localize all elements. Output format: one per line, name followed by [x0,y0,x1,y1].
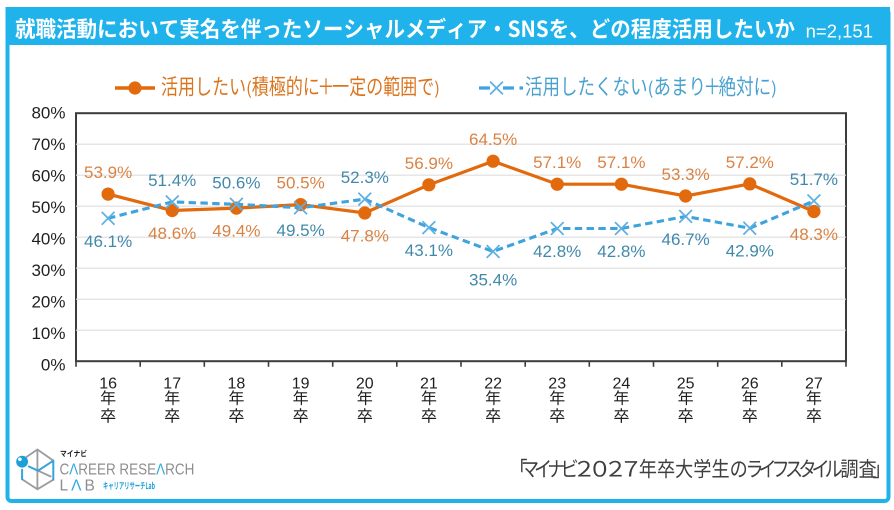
svg-text:51.7%: 51.7% [790,170,838,189]
svg-text:49.5%: 49.5% [276,221,324,240]
svg-text:42.9%: 42.9% [726,242,774,261]
svg-text:57.1%: 57.1% [533,153,581,172]
svg-text:53.9%: 53.9% [84,163,132,182]
svg-text:48.6%: 48.6% [148,224,196,243]
svg-text:42.8%: 42.8% [533,242,581,261]
svg-text:47.8%: 47.8% [341,227,389,246]
svg-text:LΛB: LΛB [60,478,98,495]
svg-text:56.9%: 56.9% [405,154,453,173]
svg-text:53.3%: 53.3% [661,165,709,184]
svg-text:57.2%: 57.2% [726,153,774,172]
svg-text:60%: 60% [31,166,65,185]
svg-text:64.5%: 64.5% [469,130,517,149]
svg-text:51.4%: 51.4% [148,171,196,190]
svg-text:48.3%: 48.3% [790,225,838,244]
svg-text:25: 25 [677,376,695,393]
svg-text:19: 19 [292,376,310,393]
svg-text:n=2,151: n=2,151 [806,20,873,41]
svg-text:42.8%: 42.8% [597,242,645,261]
svg-text:57.1%: 57.1% [597,153,645,172]
svg-text:30%: 30% [31,261,65,280]
svg-text:20: 20 [356,376,374,393]
svg-text:50.6%: 50.6% [212,173,260,192]
svg-text:20%: 20% [31,293,65,312]
svg-text:23: 23 [548,376,566,393]
svg-text:21: 21 [420,376,438,393]
svg-text:26: 26 [741,376,759,393]
svg-text:46.7%: 46.7% [661,230,709,249]
svg-text:52.3%: 52.3% [341,168,389,187]
svg-text:49.4%: 49.4% [212,222,260,241]
svg-text:22: 22 [484,376,502,393]
svg-text:43.1%: 43.1% [405,241,453,260]
svg-text:CΛREER RESEΛRCH: CΛREER RESEΛRCH [60,462,195,479]
svg-text:10%: 10% [31,324,65,343]
svg-text:46.1%: 46.1% [84,232,132,251]
svg-text:50.5%: 50.5% [276,174,324,193]
svg-text:18: 18 [228,376,246,393]
svg-text:16: 16 [99,376,117,393]
svg-text:80%: 80% [31,103,65,122]
svg-text:35.4%: 35.4% [469,270,517,289]
svg-text:50%: 50% [31,198,65,217]
svg-text:27: 27 [805,376,823,393]
svg-text:70%: 70% [31,135,65,154]
svg-text:0%: 0% [41,356,66,375]
svg-text:40%: 40% [31,230,65,249]
svg-text:17: 17 [163,376,181,393]
svg-text:24: 24 [613,376,631,393]
